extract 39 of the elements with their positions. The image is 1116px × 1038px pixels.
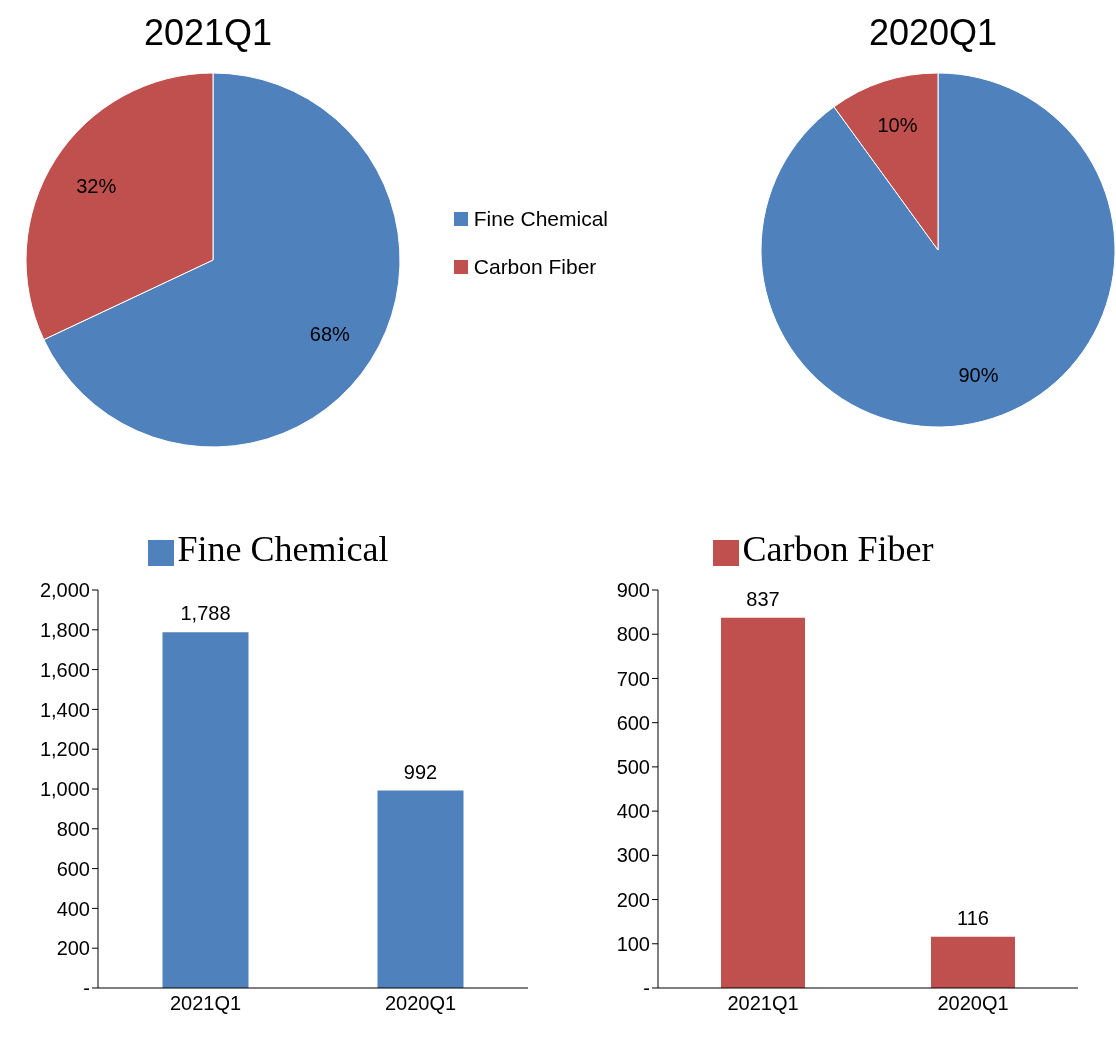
- y-tick-label: -: [643, 977, 650, 1000]
- y-tick-label: 900: [616, 579, 650, 602]
- data-label: 1,788: [180, 602, 231, 625]
- y-tick-label: 1,800: [39, 618, 90, 641]
- y-tick-label: 800: [56, 817, 90, 840]
- y-tick-label: -: [83, 977, 90, 1000]
- chart-title: 2020Q1: [867, 12, 999, 54]
- y-tick-label: 100: [616, 932, 650, 955]
- y-tick-label: 800: [616, 623, 650, 646]
- chart-title: 2021Q1: [142, 12, 274, 54]
- y-tick-label: 400: [616, 800, 650, 823]
- y-tick-label: 400: [56, 897, 90, 920]
- y-tick-label: 1,600: [39, 658, 90, 681]
- data-label: 32%: [76, 174, 117, 197]
- y-tick-label: 1,000: [39, 778, 90, 801]
- y-tick-label: 600: [616, 711, 650, 734]
- y-tick-label: 1,400: [39, 698, 90, 721]
- x-tick-label: 2020Q1: [384, 992, 457, 1015]
- data-label: 837: [746, 587, 780, 610]
- legend-label: Carbon Fiber: [742, 529, 934, 569]
- data-label: 90%: [958, 363, 999, 386]
- legend-label: Fine Chemical: [177, 529, 389, 569]
- x-tick-label: 2020Q1: [937, 992, 1009, 1015]
- y-tick-label: 200: [616, 888, 650, 911]
- legend-label: Fine Chemical: [473, 206, 608, 232]
- y-tick-label: 500: [616, 755, 650, 778]
- y-tick-label: 2,000: [39, 579, 90, 602]
- y-tick-label: 1,200: [39, 738, 90, 761]
- legend-label: Carbon Fiber: [473, 254, 597, 280]
- y-tick-label: 700: [616, 667, 650, 690]
- data-label: 992: [403, 760, 438, 783]
- y-tick-label: 600: [56, 857, 90, 880]
- y-tick-label: 200: [56, 937, 90, 960]
- data-label: 10%: [877, 114, 918, 137]
- data-label: 116: [957, 906, 989, 929]
- x-tick-label: 2021Q1: [727, 992, 799, 1015]
- y-tick-label: 300: [616, 844, 650, 867]
- x-tick-label: 2021Q1: [169, 992, 242, 1015]
- data-label: 68%: [309, 323, 351, 346]
